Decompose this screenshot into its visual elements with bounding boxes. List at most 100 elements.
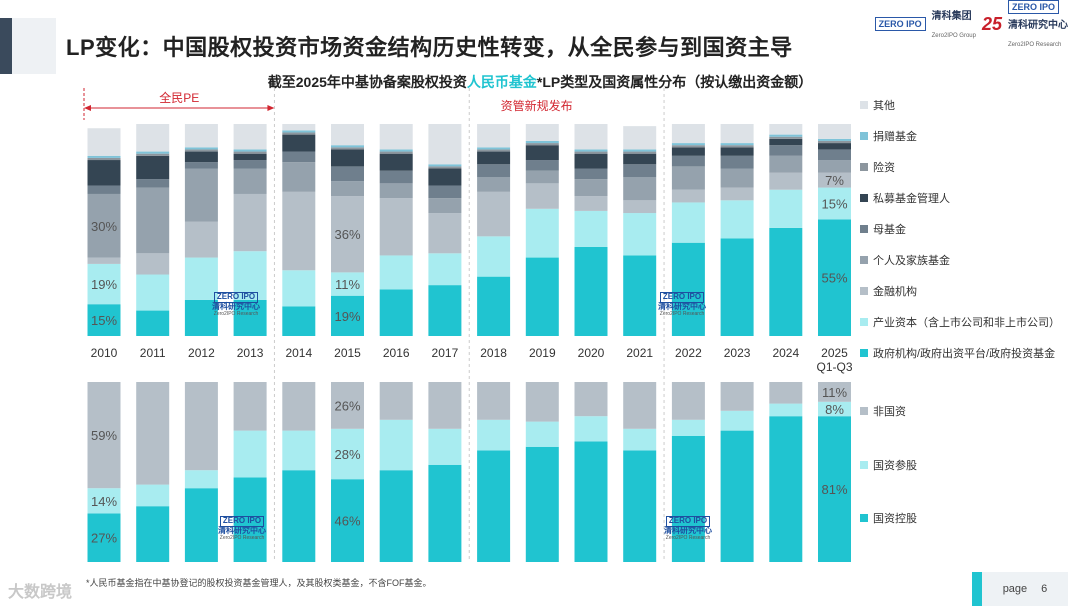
lp-bar-segment (87, 185, 121, 194)
lp-bar-segment (671, 145, 705, 148)
lp-data-label: 15% (91, 313, 117, 328)
lp-legend-label: 险资 (873, 160, 895, 174)
lp-bar-segment (671, 155, 705, 167)
page-accent-bar (972, 572, 982, 606)
state-bar-segment (136, 382, 170, 485)
lp-bar-segment (574, 153, 608, 169)
lp-bar-segment (623, 177, 657, 201)
lp-bar-segment (477, 124, 511, 148)
state-data-label: 27% (91, 531, 117, 546)
lp-bar-segment (477, 177, 511, 192)
state-legend-label: 非国资 (873, 405, 906, 418)
title-accent-bar (0, 18, 12, 74)
watermark-zero: ZERO IPO (659, 292, 705, 303)
state-legend-swatch (860, 514, 868, 522)
lp-legend-swatch (860, 287, 868, 295)
lp-legend-swatch (860, 163, 868, 171)
lp-bar-segment (720, 200, 754, 239)
lp-bar-segment (671, 147, 705, 156)
lp-legend-label: 捐赠基金 (873, 129, 917, 143)
state-legend-label: 国资参股 (873, 458, 917, 472)
state-bar-segment (525, 421, 559, 447)
title-accent-panel (12, 18, 56, 74)
state-bar-segment (87, 488, 121, 514)
lp-data-label: 55% (821, 271, 847, 286)
lp-bar-segment (428, 124, 462, 165)
state-bar-segment (623, 428, 657, 451)
state-bar-segment (720, 382, 754, 411)
lp-bar-segment (136, 310, 170, 336)
lp-bar-segment (136, 155, 170, 180)
lp-bar-segment (477, 151, 511, 165)
lp-data-label: 19% (334, 309, 360, 324)
watermark-logo: ZERO IPO 清科研究中心 Zero2IPO Research (658, 292, 706, 317)
state-bar-segment (769, 403, 803, 417)
lp-bar-segment (477, 149, 511, 152)
lp-bar-segment (379, 149, 413, 152)
lp-bar-segment (477, 164, 511, 177)
lp-bar-segment (623, 200, 657, 214)
watermark-zero: ZERO IPO (219, 516, 265, 527)
lp-bar-segment (136, 179, 170, 188)
state-bar-segment (574, 416, 608, 442)
lp-bar-segment (233, 299, 267, 336)
lp-bar-segment (331, 149, 364, 167)
state-legend-swatch (860, 407, 868, 415)
page-label: page (1002, 583, 1028, 595)
state-bar-segment (428, 428, 462, 465)
chart-subtitle: 截至2025年中基协备案股权投资人民币基金*LP类型及国资属性分布（按认缴出资金… (0, 72, 1080, 92)
lp-bar-segment (136, 124, 170, 152)
lp-bar-segment (331, 196, 364, 273)
lp-bar-segment (233, 151, 267, 154)
state-bar-segment (233, 430, 267, 478)
lp-bar-segment (574, 210, 608, 247)
lp-bar-segment (477, 147, 511, 150)
lp-bar-segment (87, 193, 121, 258)
lp-bar-segment (574, 179, 608, 197)
lp-bar-segment (379, 255, 413, 290)
x-tick-label: 2012 (188, 346, 215, 360)
lp-bar-segment (720, 145, 754, 148)
state-bar-segment (477, 450, 511, 562)
x-tick-label: 2013 (237, 346, 264, 360)
state-bar-segment (769, 382, 803, 404)
state-bar-segment (769, 416, 803, 562)
lp-bar-segment (233, 153, 267, 161)
state-legend-label: 国资控股 (873, 511, 917, 525)
watermark-name: 清科研究中心 (658, 301, 706, 311)
lp-bar-segment (184, 149, 218, 152)
lp-bar-segment (769, 136, 803, 139)
lp-legend-label: 金融机构 (873, 284, 917, 298)
lp-bar-segment (818, 124, 851, 139)
research-logo: ZERO IPO 清科研究中心 Zero2IPO Research (1008, 0, 1068, 51)
state-data-label: 59% (91, 428, 117, 443)
x-tick-label: 2016 (383, 346, 410, 360)
lp-bar-segment (574, 151, 608, 154)
lp-bar-segment (87, 257, 121, 264)
state-data-label: 28% (334, 447, 360, 462)
lp-bar-segment (525, 160, 559, 171)
lp-data-label: 11% (335, 277, 360, 292)
lp-legend-swatch (860, 101, 868, 109)
lp-bar-segment (282, 151, 316, 163)
state-data-label: 81% (821, 482, 847, 497)
lp-bar-segment (671, 143, 705, 146)
lp-bar-segment (525, 170, 559, 184)
lp-bar-segment (769, 172, 803, 190)
lp-bar-segment (477, 236, 511, 277)
lp-bar-segment (525, 183, 559, 209)
state-data-label: 46% (334, 514, 360, 529)
lp-legend-label: 产业资本（含上市公司和非上市公司） (873, 315, 1060, 329)
lp-bar-segment (671, 189, 705, 203)
lp-bar-segment (184, 221, 218, 258)
lp-bar-segment (331, 295, 364, 336)
lp-bar-segment (769, 134, 803, 137)
lp-bar-segment (233, 149, 267, 152)
lp-bar-segment (282, 191, 316, 271)
lp-legend-label: 其他 (873, 99, 895, 112)
period-arrow-head-left (84, 105, 91, 111)
watermark-logo: ZERO IPO 清科研究中心 Zero2IPO Research (212, 292, 260, 317)
lp-bar-segment (818, 160, 851, 173)
lp-bar-segment (818, 143, 851, 150)
group-logo-sub: Zero2IPO Group (931, 33, 976, 39)
